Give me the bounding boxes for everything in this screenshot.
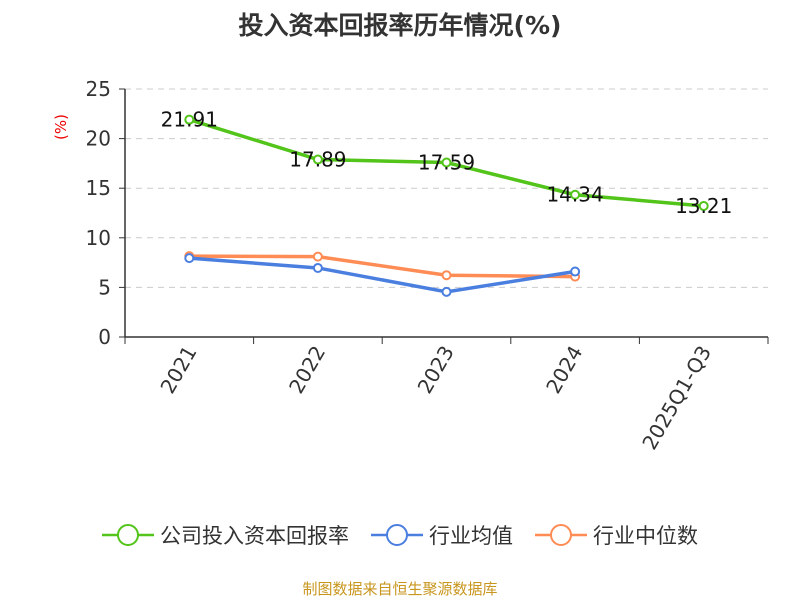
data-point <box>184 253 195 264</box>
data-point <box>698 200 709 211</box>
series-line <box>189 254 576 279</box>
line-chart: 0 5 10 15 20 25 2021 2022 2023 2024 2025Q1-Q3 21.91… <box>86 77 769 454</box>
data-point <box>312 154 323 165</box>
y-tick-label: 15 <box>86 176 111 200</box>
x-tick-label: 2021 <box>155 342 201 398</box>
x-tick-label: 2023 <box>413 342 459 398</box>
legend-label: 行业中位数 <box>593 524 698 548</box>
data-point <box>570 266 581 277</box>
data-label: 14.34 <box>546 183 603 207</box>
x-tick-label: 2022 <box>284 342 330 398</box>
data-label: 13.21 <box>675 194 732 218</box>
x-tick-label: 2024 <box>541 342 587 398</box>
legend-marker-icon <box>535 524 587 546</box>
legend-item[interactable]: 行业中位数 <box>535 520 698 550</box>
legend-item[interactable]: 行业均值 <box>371 520 513 550</box>
legend-marker-icon <box>102 524 154 546</box>
legend-label: 行业均值 <box>429 524 513 548</box>
data-point <box>441 286 452 297</box>
source-note: 制图数据来自恒生聚源数据库 <box>302 580 498 598</box>
y-tick-label: 0 <box>98 325 111 349</box>
y-tick-label: 20 <box>86 127 111 151</box>
data-point <box>312 262 323 273</box>
data-point <box>570 189 581 200</box>
series-line <box>189 256 576 294</box>
legend-marker-icon <box>371 524 423 546</box>
data-point <box>441 270 452 281</box>
x-tick-label: 2025Q1-Q3 <box>637 342 716 454</box>
y-tick-label: 10 <box>86 226 111 250</box>
y-tick-label: 5 <box>98 275 111 299</box>
data-point <box>441 157 452 168</box>
legend-item[interactable]: 公司投入资本回报率 <box>102 520 349 550</box>
legend: 公司投入资本回报率 行业均值 行业中位数 <box>0 520 800 550</box>
data-point <box>312 251 323 262</box>
chart-title: 投入资本回报率历年情况(%) <box>238 11 562 40</box>
data-label: 21.91 <box>161 108 218 132</box>
data-label: 17.59 <box>418 151 475 175</box>
legend-label: 公司投入资本回报率 <box>160 524 349 548</box>
data-label: 17.89 <box>289 148 346 172</box>
y-tick-label: 25 <box>86 77 111 101</box>
data-point <box>184 114 195 125</box>
